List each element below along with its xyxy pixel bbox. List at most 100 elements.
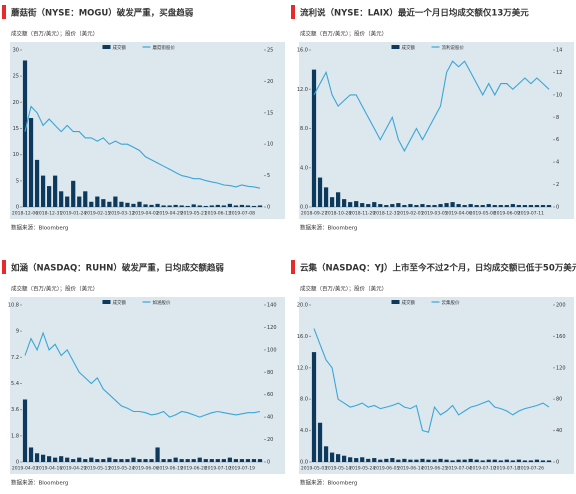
bar [209,459,214,462]
x-tick-label: 2018-10-28 [325,211,351,217]
bar [209,205,214,207]
line-series [313,60,550,153]
bar [323,446,329,462]
bar [498,460,503,462]
bar [83,459,88,462]
y-tick-label: 5 [16,178,19,184]
bar [480,460,485,462]
bar [77,196,82,207]
bar [221,459,226,462]
bar [534,205,540,207]
bar [311,69,317,207]
bar [53,175,58,207]
bar [456,204,461,207]
bar [143,459,148,462]
bar [227,457,232,462]
bar [59,191,64,207]
x-tick-label: 2019-07-08 [229,211,255,217]
bar [311,352,317,462]
y2-tick-label: 10 [556,92,562,98]
bar [107,457,112,462]
bar [239,459,245,462]
bar [432,459,437,462]
x-tick-label: 2019-04-16 [36,466,62,472]
legend-label: 云集股价 [442,299,460,306]
bar [245,459,251,462]
y2-tick-label: 80 [267,370,273,376]
bar [546,460,552,462]
x-tick-label: 2019-07-18 [494,466,520,472]
bar [510,204,515,207]
bar [486,459,491,462]
bar [77,457,82,462]
bar [185,205,190,207]
y2-tick-label: 8 [556,115,559,121]
bar [336,454,341,462]
bar [480,205,485,207]
bar [137,459,142,462]
chart-title: 如涵（NASDAQ：RUHN）破发严重，日均成交额趋弱 [11,263,224,274]
chart-panel: 流利说（NYSE：LAIX）最近一个月日均成交额仅13万美元成交额（百万/美元）… [291,5,574,232]
bar [245,205,251,207]
x-tick-label: 2019-07-11 [518,211,544,217]
bar [462,205,467,207]
bar [492,459,497,462]
source-note: 数据来源：Bloomberg [300,224,357,232]
bar [348,202,353,207]
x-tick-label: 2019-06-19 [157,466,183,472]
bar [534,459,540,462]
bar [28,447,34,462]
bar [504,205,509,207]
y-tick-label: 25 [13,74,19,80]
title-marker [291,5,295,19]
chart-title: 流利说（NYSE：LAIX）最近一个月日均成交额仅13万美元 [300,8,529,19]
x-tick-label: 2019-02-01 [397,211,423,217]
source-note: 数据来源：Bloomberg [300,479,357,487]
bar [372,458,377,462]
bar [215,459,220,462]
x-tick-label: 2019-03-12 [108,211,134,217]
bar [510,460,515,462]
bar [113,459,118,462]
plot-area [299,297,574,474]
bar [329,197,335,207]
y-tick-label: 20 [13,100,19,106]
bar [101,459,106,462]
x-tick-label: 2019-04-06 [446,211,472,217]
bar [47,456,52,462]
bar [396,203,401,207]
bar [444,459,449,462]
bar [323,187,329,207]
bar [384,205,389,207]
bar [474,459,479,462]
bar [125,459,130,462]
bar [366,458,371,462]
bar [233,205,238,207]
y-tick-label: 8.0 [300,126,308,132]
bar [438,458,443,462]
bar [113,196,118,207]
y-tick-label: 3.6 [11,407,19,413]
x-tick-label: 2019-05-03 [301,466,327,472]
y2-tick-label: 20 [267,437,273,443]
bar [191,204,196,207]
y2-tick-label: 2 [556,182,559,188]
y2-tick-label: 25 [267,48,273,54]
bar [101,199,106,207]
x-tick-label: 2018-11-29 [349,211,375,217]
bar [83,191,88,207]
y2-tick-label: 40 [267,415,273,421]
y2-tick-label: 10 [267,142,273,148]
bar [227,203,232,207]
legend-swatch [102,300,111,304]
x-tick-label: 2019-04-29 [157,211,183,217]
bar [329,452,335,462]
bar [540,205,546,207]
bar [251,205,257,207]
bar [366,204,371,207]
bar [47,186,52,207]
bar [354,458,359,462]
y-tick-label: 9 [16,329,19,335]
y-tick-label: 5.4 [11,381,19,387]
bar [450,460,455,462]
